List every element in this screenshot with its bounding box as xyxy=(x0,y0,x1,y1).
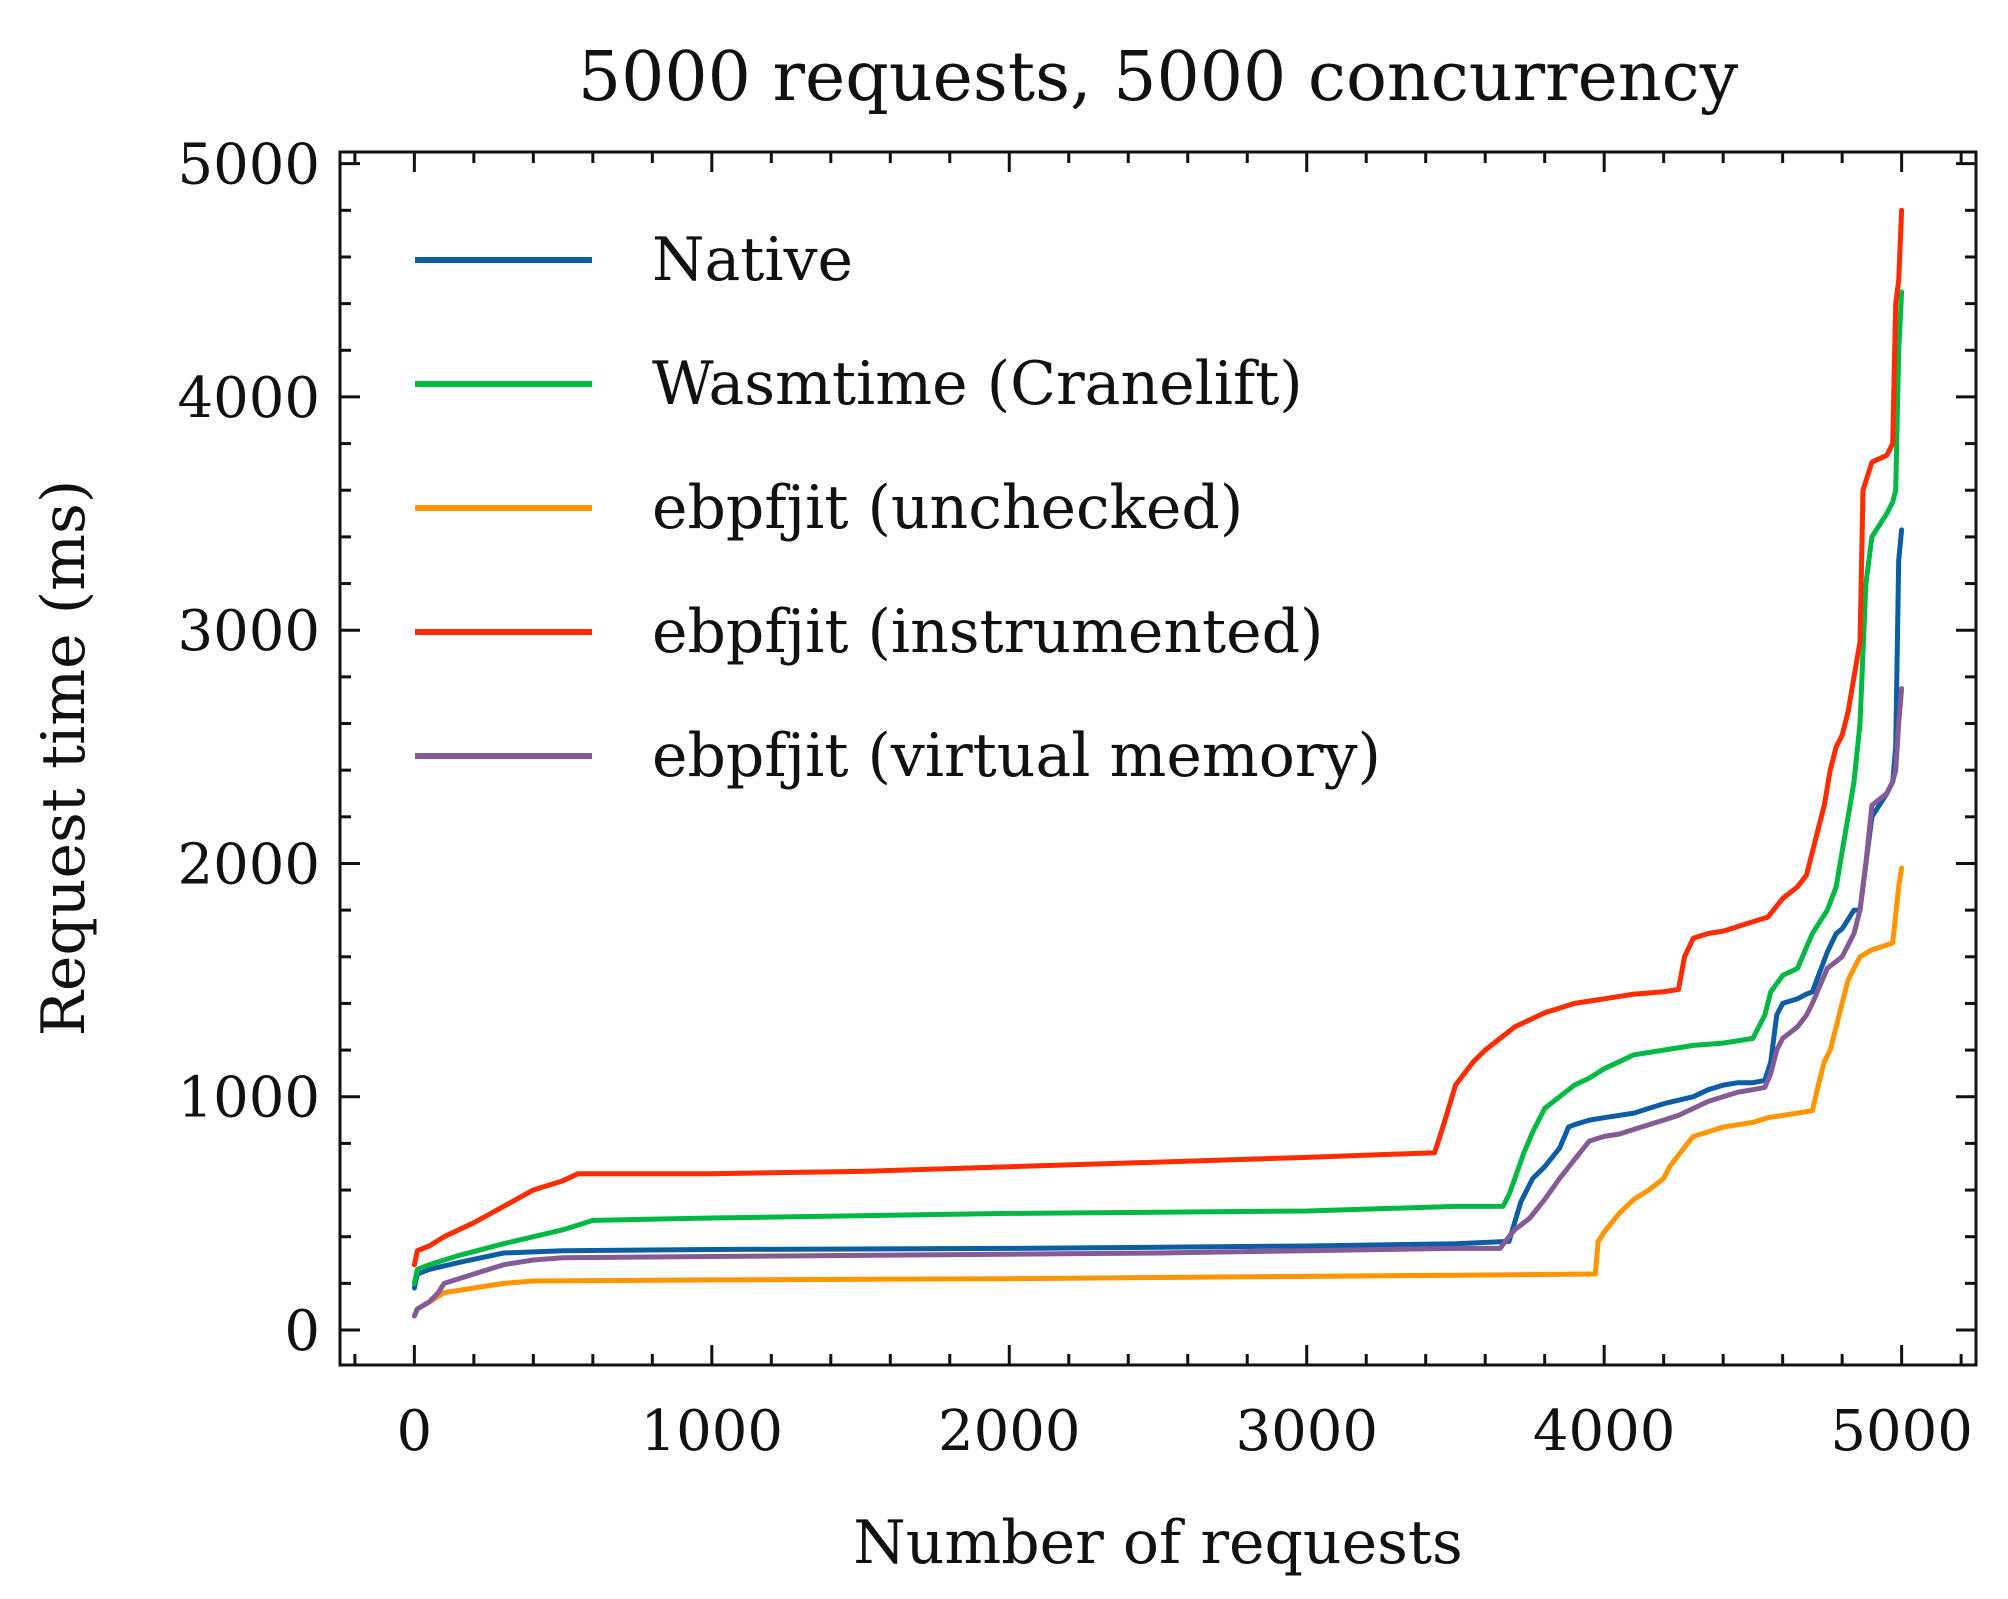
x-axis-label: Number of requests xyxy=(853,1508,1463,1578)
plot-frame xyxy=(338,150,1978,1367)
x-tick-label: 3000 xyxy=(1235,1399,1378,1464)
y-tick-label: 5000 xyxy=(177,133,320,198)
x-tick-label: 4000 xyxy=(1533,1399,1676,1464)
y-tick-label: 2000 xyxy=(177,832,320,897)
y-axis-label: Request time (ms) xyxy=(29,480,99,1037)
legend-label-1: Wasmtime (Cranelift) xyxy=(652,349,1303,419)
y-tick-label: 3000 xyxy=(177,599,320,664)
chart-title: 5000 requests, 5000 concurrency xyxy=(578,38,1739,117)
series-line-3 xyxy=(411,207,1905,1268)
legend: Native Wasmtime (Cranelift) ebpfjit (unche… xyxy=(415,225,1381,791)
y-tick-label: 1000 xyxy=(177,1066,320,1131)
x-tick-label: 2000 xyxy=(938,1399,1081,1464)
y-tick-label: 4000 xyxy=(177,366,320,431)
x-tick-label: 1000 xyxy=(641,1399,784,1464)
series-line-0 xyxy=(411,527,1905,1291)
series-line-1 xyxy=(411,289,1905,1286)
x-tick-label: 0 xyxy=(397,1399,433,1464)
series-line-2 xyxy=(411,865,1905,1319)
y-tick-label: 0 xyxy=(284,1299,320,1364)
x-tick-label: 5000 xyxy=(1830,1399,1973,1464)
legend-label-2: ebpfjit (unchecked) xyxy=(652,473,1243,543)
ticks-layer: 0 1000 2000 3000 4000 5000 0 1000 2000 3000 4000 50… xyxy=(177,133,1976,1464)
series-line-4 xyxy=(411,686,1905,1319)
legend-label-4: ebpfjit (virtual memory) xyxy=(652,721,1381,791)
legend-label-3: ebpfjit (instrumented) xyxy=(652,597,1323,667)
legend-label-0: Native xyxy=(652,225,853,295)
series-layer xyxy=(411,207,1905,1319)
